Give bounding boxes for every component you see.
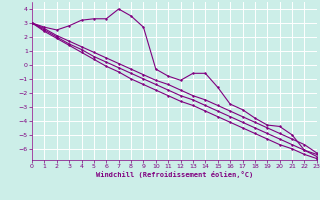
- X-axis label: Windchill (Refroidissement éolien,°C): Windchill (Refroidissement éolien,°C): [96, 171, 253, 178]
